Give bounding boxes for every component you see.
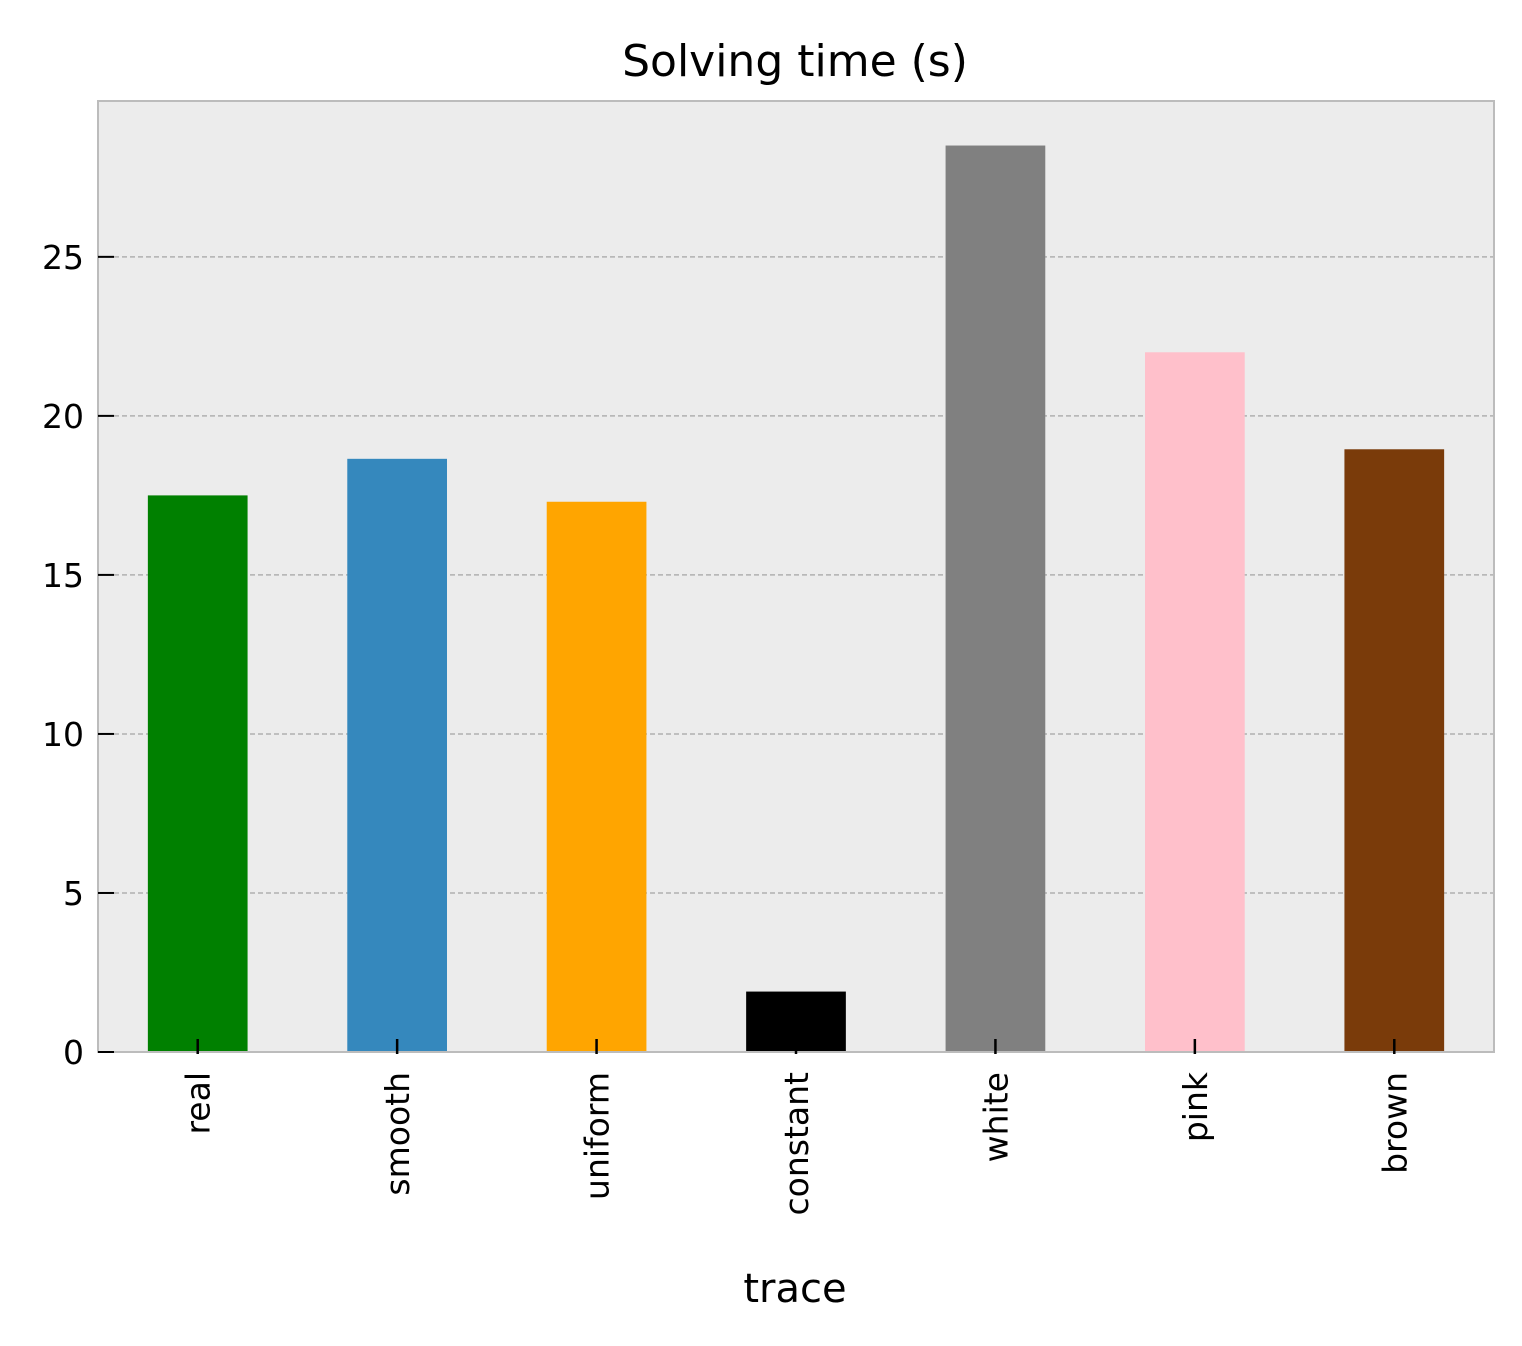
y-tick-label: 10 [42,715,84,754]
y-tick-label: 20 [42,397,84,436]
x-tick-label-white: white [976,1072,1015,1162]
x-tick-label-constant: constant [777,1072,816,1216]
bar-real [147,495,248,1052]
bars [147,145,1445,1053]
plot-area [98,101,1494,1052]
x-tick-label-uniform: uniform [578,1072,617,1200]
x-tick-label-smooth: smooth [378,1072,417,1196]
x-tick-label-pink: pink [1176,1071,1215,1142]
x-tick-label-brown: brown [1375,1072,1414,1174]
y-tick-label: 5 [63,874,84,913]
bar-brown [1344,449,1445,1053]
x-tick-label-real: real [179,1072,218,1135]
bar-pink [1145,352,1245,1052]
bar-white [945,145,1046,1052]
y-tick-label: 0 [63,1033,84,1072]
x-axis-label: trace [743,1266,846,1312]
chart-title: Solving time (s) [622,36,968,87]
gridlines [98,256,1494,894]
bar-smooth [347,458,447,1052]
y-tick-label: 15 [42,556,84,595]
y-tick-label: 25 [42,238,84,277]
bar-uniform [546,501,647,1052]
y-axis-ticks: 0 5 10 15 20 25 [42,238,114,1072]
x-axis-ticks: real smooth uniform constant white pink brown [179,1039,1414,1216]
